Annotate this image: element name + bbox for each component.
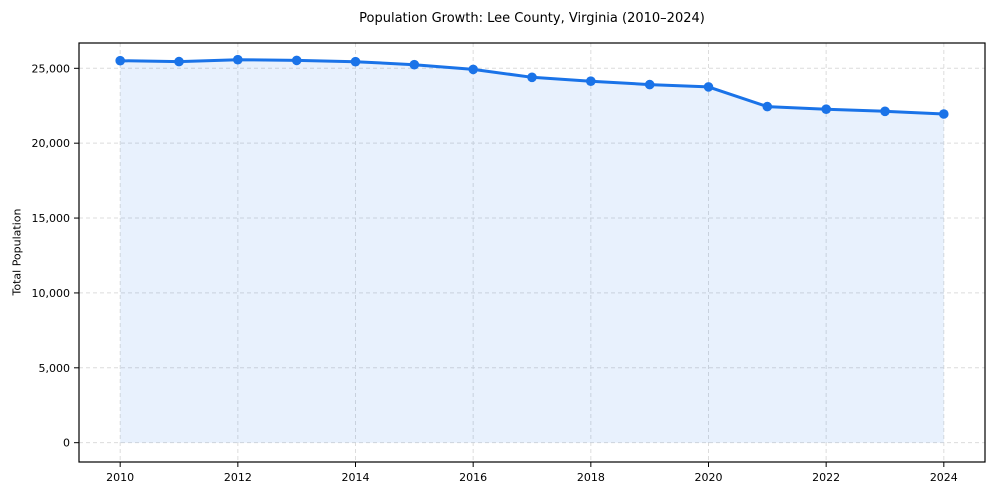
- y-tick-label: 5,000: [39, 362, 71, 375]
- data-point-marker: [350, 56, 361, 67]
- data-point-marker: [586, 76, 596, 86]
- y-tick-label: 0: [63, 437, 70, 450]
- data-point-marker: [115, 55, 125, 66]
- data-point-marker: [644, 79, 655, 90]
- data-point-marker: [762, 101, 773, 112]
- data-point-marker: [409, 59, 420, 70]
- x-tick-label: 2010: [106, 471, 134, 484]
- data-point-marker: [527, 72, 537, 83]
- data-point-marker: [468, 64, 479, 75]
- x-tick-label: 2024: [930, 471, 958, 484]
- data-point-marker: [233, 54, 243, 65]
- x-tick-label: 2014: [342, 471, 370, 484]
- plot-border: [78, 42, 986, 463]
- chart-title: Population Growth: Lee County, Virginia …: [359, 11, 705, 26]
- y-tick-label: 20,000: [32, 137, 71, 150]
- x-tick-label: 2016: [459, 471, 487, 484]
- y-axis-label: Total Population: [10, 208, 24, 296]
- data-point-marker: [703, 82, 714, 92]
- area-fill: [120, 59, 944, 443]
- data-point-marker: [821, 104, 831, 114]
- data-point-marker: [880, 106, 890, 117]
- x-tick-label: 2022: [812, 471, 840, 484]
- data-point-marker: [291, 55, 302, 66]
- y-tick-label: 25,000: [32, 62, 71, 75]
- x-tick-label: 2018: [577, 471, 605, 484]
- y-tick-label: 10,000: [32, 287, 71, 300]
- data-point-marker: [939, 109, 949, 119]
- x-tick-label: 2020: [694, 471, 722, 484]
- y-tick-label: 15,000: [32, 212, 71, 225]
- x-tick-label: 2012: [224, 471, 252, 484]
- data-point-marker: [174, 56, 184, 67]
